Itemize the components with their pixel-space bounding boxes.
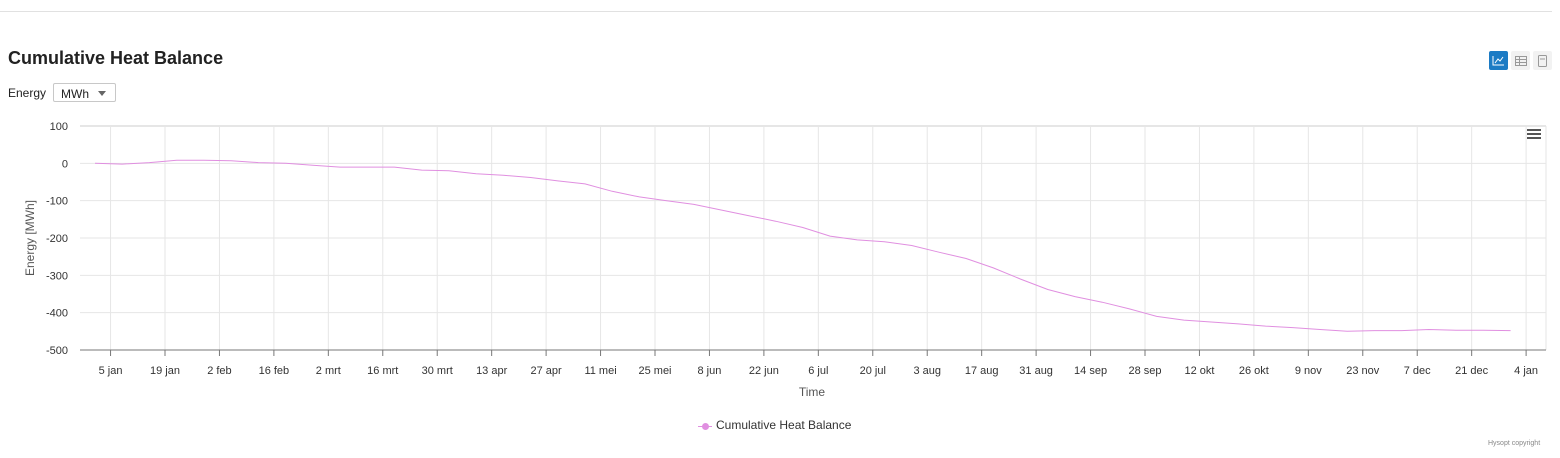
x-tick-label: 4 jan [1514,365,1538,377]
x-tick-label: 28 sep [1128,365,1161,377]
x-tick-label: 27 apr [531,365,563,377]
y-tick-label: -100 [46,196,68,208]
x-tick-label: 11 mei [584,365,616,377]
x-tick-label: 16 mrt [367,365,398,377]
x-tick-label: 22 jun [749,365,779,377]
page-title: Cumulative Heat Balance [8,48,224,68]
x-tick-label: 6 jul [808,365,828,377]
x-tick-label: 12 okt [1184,365,1214,377]
y-axis-title: Energy [MWh] [23,200,37,276]
grid-layer [80,125,1547,351]
energy-label: Energy [8,86,47,100]
series-line-cumulative-heat-balance[interactable] [94,159,1511,332]
x-tick-label: 17 aug [965,365,999,377]
x-tick-label: 2 mrt [316,365,341,377]
y-tick-label: -500 [46,345,68,357]
x-tick-label: 5 jan [99,365,123,377]
credits-text: Hysopt copyright [1488,440,1541,447]
x-axis-title: Time [799,385,826,399]
x-tick-label: 7 dec [1404,365,1431,377]
table-icon [1514,55,1527,66]
x-tick-label: 20 jul [860,365,886,377]
x-tick-label: 30 mrt [422,365,453,377]
chevron-down-icon [98,91,106,96]
x-tick-label: 19 jan [150,365,180,377]
x-tick-label: 8 jun [698,365,722,377]
unit-dropdown-value: MWh [61,87,89,101]
x-tick-label: 25 mei [638,365,671,377]
legend-dot-symbol [702,423,709,430]
table-view-button[interactable] [1511,51,1530,70]
x-tick-label: 14 sep [1074,365,1107,377]
x-tick-label: 2 feb [207,365,231,377]
line-chart-icon [1492,56,1504,66]
x-tick-label: 23 nov [1346,365,1380,377]
hamburger-menu-icon[interactable] [1525,127,1543,143]
x-axis-ticks: 5 jan 19 jan 2 feb 16 feb 2 mrt 16 mrt 30 mrt 1… [99,350,1538,377]
y-tick-label: -400 [46,308,68,320]
top-divider [0,11,1552,12]
y-tick-label: 100 [50,121,68,133]
x-tick-label: 26 okt [1239,365,1269,377]
x-tick-label: 16 feb [259,365,290,377]
x-tick-label: 13 apr [476,365,508,377]
legend-label: Cumulative Heat Balance [716,418,852,432]
y-axis-ticks: 100 0 -100 -200 -300 -400 -500 [46,121,68,357]
y-tick-label: -300 [46,270,68,282]
y-tick-label: 0 [62,158,68,170]
unit-dropdown[interactable]: MWh [53,83,116,102]
x-tick-label: 9 nov [1295,365,1322,377]
x-tick-label: 3 aug [913,365,941,377]
export-view-button[interactable] [1533,51,1552,70]
document-icon [1538,54,1547,67]
chart-view-button[interactable] [1489,51,1508,70]
x-tick-label: 31 aug [1019,365,1053,377]
y-tick-label: -200 [46,233,68,245]
x-tick-label: 21 dec [1455,365,1489,377]
